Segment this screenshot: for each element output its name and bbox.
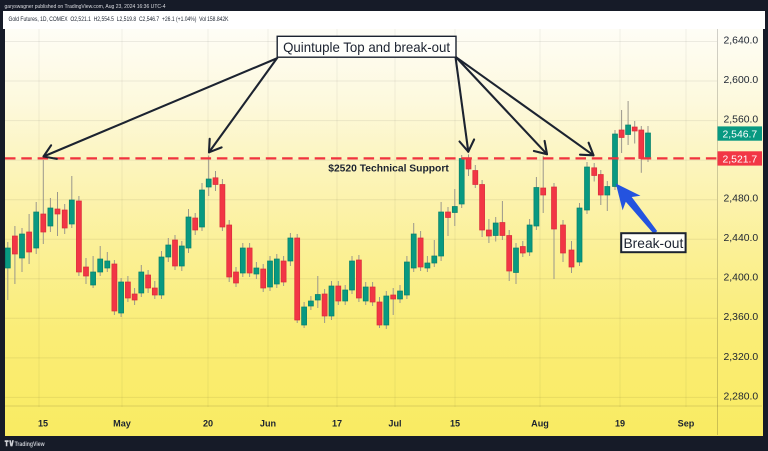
svg-text:2,640.0: 2,640.0: [724, 35, 759, 46]
svg-text:garyswagner published on Tradi: garyswagner published on TradingView.com…: [5, 4, 166, 10]
svg-text:2,546.7: 2,546.7: [723, 130, 758, 141]
svg-text:2,480.0: 2,480.0: [724, 194, 759, 205]
svg-text:2,280.0: 2,280.0: [724, 391, 759, 402]
svg-text:20: 20: [203, 419, 213, 429]
svg-text:Jul: Jul: [388, 419, 401, 429]
svg-text:2,521.7: 2,521.7: [723, 155, 758, 166]
svg-text:TradingView: TradingView: [15, 441, 45, 448]
svg-text:Quintuple Top and break-out: Quintuple Top and break-out: [283, 40, 450, 55]
svg-text:2,560.0: 2,560.0: [724, 115, 759, 126]
svg-text:Sep: Sep: [678, 419, 695, 429]
svg-text:2,440.0: 2,440.0: [724, 233, 759, 244]
svg-text:17: 17: [332, 419, 342, 429]
svg-text:Gold Futures, 1D, COMEX O2,52: Gold Futures, 1D, COMEX O2,521.1 H2,554.…: [9, 16, 229, 23]
svg-text:Aug: Aug: [531, 419, 549, 429]
svg-text:15: 15: [38, 419, 48, 429]
svg-text:2,600.0: 2,600.0: [724, 75, 759, 86]
svg-text:Jun: Jun: [260, 419, 276, 429]
svg-text:$2520 Technical Support: $2520 Technical Support: [328, 164, 449, 175]
svg-text:2,320.0: 2,320.0: [724, 352, 759, 363]
svg-text:May: May: [113, 419, 132, 429]
svg-text:2,400.0: 2,400.0: [724, 273, 759, 284]
svg-text:15: 15: [450, 419, 460, 429]
svg-text:Break-out: Break-out: [623, 236, 683, 251]
svg-text:2,360.0: 2,360.0: [724, 312, 759, 323]
svg-text:19: 19: [615, 419, 625, 429]
